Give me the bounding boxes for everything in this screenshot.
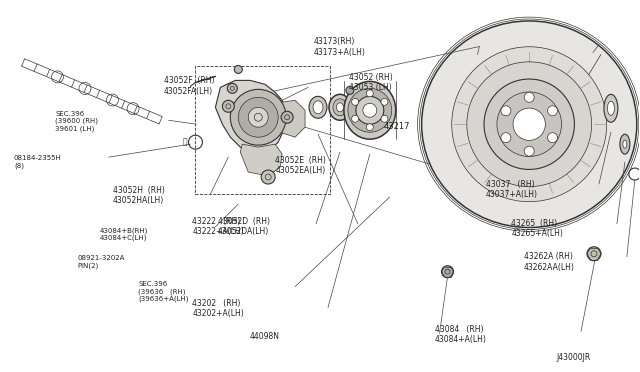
Circle shape bbox=[356, 96, 384, 124]
Ellipse shape bbox=[422, 21, 637, 228]
Text: 08184-2355H
(8): 08184-2355H (8) bbox=[14, 155, 61, 169]
Circle shape bbox=[346, 86, 354, 94]
Circle shape bbox=[467, 62, 591, 187]
Ellipse shape bbox=[337, 103, 344, 112]
Text: 43222   (RH)
43222+A(LH): 43222 (RH) 43222+A(LH) bbox=[193, 217, 244, 237]
Circle shape bbox=[261, 170, 275, 184]
Text: 43265  (RH)
43265+A(LH): 43265 (RH) 43265+A(LH) bbox=[511, 219, 563, 238]
Ellipse shape bbox=[309, 96, 327, 118]
Circle shape bbox=[227, 83, 237, 93]
Text: 43173(RH)
43173+A(LH): 43173(RH) 43173+A(LH) bbox=[314, 37, 365, 57]
Circle shape bbox=[381, 115, 388, 122]
Text: J43000JR: J43000JR bbox=[556, 353, 590, 362]
Text: 43217: 43217 bbox=[384, 122, 410, 131]
Text: 43037   (RH)
43037+A(LH): 43037 (RH) 43037+A(LH) bbox=[486, 180, 538, 199]
Text: Ⓑ: Ⓑ bbox=[182, 138, 187, 147]
Circle shape bbox=[548, 106, 557, 116]
Circle shape bbox=[238, 97, 278, 137]
Circle shape bbox=[366, 90, 373, 97]
Ellipse shape bbox=[607, 101, 614, 115]
Circle shape bbox=[348, 89, 392, 132]
Polygon shape bbox=[216, 80, 288, 154]
Text: 43052E  (RH)
43052EA(LH): 43052E (RH) 43052EA(LH) bbox=[275, 156, 326, 175]
Circle shape bbox=[501, 133, 511, 143]
Circle shape bbox=[524, 92, 534, 102]
Ellipse shape bbox=[623, 140, 627, 148]
Circle shape bbox=[363, 103, 377, 117]
Text: 43052 (RH)
43053 (LH): 43052 (RH) 43053 (LH) bbox=[349, 73, 392, 92]
Ellipse shape bbox=[604, 94, 618, 122]
Ellipse shape bbox=[333, 99, 347, 116]
Circle shape bbox=[484, 79, 575, 169]
Circle shape bbox=[248, 107, 268, 127]
Text: 08921-3202A
PIN(2): 08921-3202A PIN(2) bbox=[77, 255, 125, 269]
Polygon shape bbox=[240, 144, 282, 176]
Ellipse shape bbox=[620, 134, 630, 154]
Text: 43084   (RH)
43084+A(LH): 43084 (RH) 43084+A(LH) bbox=[435, 324, 486, 344]
Text: 43084+B(RH)
43084+C(LH): 43084+B(RH) 43084+C(LH) bbox=[100, 227, 148, 241]
Polygon shape bbox=[275, 100, 305, 137]
Ellipse shape bbox=[344, 81, 396, 139]
Circle shape bbox=[497, 92, 561, 157]
Text: 43262A (RH)
43262AA(LH): 43262A (RH) 43262AA(LH) bbox=[524, 252, 575, 272]
Circle shape bbox=[501, 106, 511, 116]
Circle shape bbox=[381, 98, 388, 105]
Circle shape bbox=[548, 133, 557, 143]
Circle shape bbox=[230, 89, 286, 145]
Text: 43202   (RH)
43202+A(LH): 43202 (RH) 43202+A(LH) bbox=[193, 299, 244, 318]
Circle shape bbox=[366, 124, 373, 131]
Text: 43052F  (RH)
43052FA(LH): 43052F (RH) 43052FA(LH) bbox=[164, 76, 214, 96]
Circle shape bbox=[587, 247, 601, 261]
Circle shape bbox=[222, 100, 234, 112]
Ellipse shape bbox=[313, 101, 323, 114]
Circle shape bbox=[513, 108, 545, 140]
Circle shape bbox=[524, 146, 534, 156]
Circle shape bbox=[351, 115, 358, 122]
Ellipse shape bbox=[329, 94, 351, 120]
Circle shape bbox=[442, 266, 454, 278]
Text: 43052D  (RH)
43052DA(LH): 43052D (RH) 43052DA(LH) bbox=[218, 217, 270, 237]
Text: 43052H  (RH)
43052HA(LH): 43052H (RH) 43052HA(LH) bbox=[113, 186, 164, 205]
Circle shape bbox=[351, 98, 358, 105]
Text: SEC.396
(39600 (RH)
39601 (LH): SEC.396 (39600 (RH) 39601 (LH) bbox=[56, 110, 99, 132]
Circle shape bbox=[452, 47, 607, 202]
Text: SEC.396
(39636   (RH)
(39636+A(LH): SEC.396 (39636 (RH) (39636+A(LH) bbox=[138, 281, 189, 302]
Circle shape bbox=[234, 65, 243, 73]
Circle shape bbox=[281, 111, 293, 123]
Text: 44098N: 44098N bbox=[250, 331, 280, 341]
